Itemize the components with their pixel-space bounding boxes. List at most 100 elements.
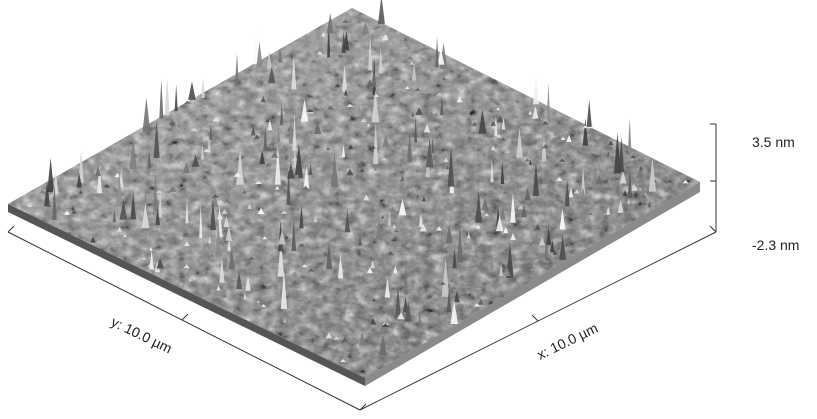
surface-peak — [503, 227, 509, 234]
surface-peak — [267, 118, 273, 131]
surface-peak — [393, 264, 398, 274]
surface-peak — [595, 175, 603, 185]
surface-peak — [341, 65, 348, 92]
surface-peak — [320, 348, 328, 352]
surface-peak — [606, 206, 611, 215]
surface-peak — [387, 210, 392, 226]
surface-peak — [341, 144, 346, 158]
surface-peak — [228, 248, 235, 270]
surface-peak — [492, 123, 496, 130]
surface-peak — [500, 161, 505, 185]
surface-peak — [481, 197, 489, 211]
surface-peak — [346, 103, 354, 107]
surface-peak — [639, 165, 643, 171]
surface-peak — [242, 256, 247, 262]
surface-peak — [456, 96, 463, 103]
surface-peak — [168, 186, 177, 192]
surface-peak — [490, 121, 497, 127]
surface-peak — [546, 226, 552, 245]
surface-peak — [429, 111, 434, 116]
surface-peak — [622, 190, 628, 196]
surface-peak — [564, 179, 570, 207]
surface-peak — [613, 132, 621, 174]
surface-peak — [325, 146, 331, 150]
surface-peak — [279, 156, 288, 168]
surface-peak — [336, 167, 342, 171]
surface-peak — [350, 32, 354, 42]
surface-peak — [183, 100, 191, 104]
surface-peak — [313, 214, 318, 223]
surface-peak — [223, 216, 230, 228]
surface-peak — [524, 158, 530, 162]
surface-texture — [8, 8, 700, 378]
surface-peak — [423, 124, 431, 133]
surface-peak — [568, 187, 574, 198]
surface-peak — [558, 158, 566, 162]
surface-peak — [369, 317, 377, 325]
surface-right-wall — [365, 182, 700, 386]
surface-peak — [516, 127, 523, 158]
surface-peak — [39, 189, 46, 194]
surface-peak — [78, 149, 84, 183]
surface-peak — [259, 149, 266, 165]
surface-peak — [184, 241, 190, 246]
surface-peaks — [27, 0, 689, 362]
surface-peak — [325, 70, 333, 74]
surface-peak — [559, 208, 566, 230]
z-axis-min-label: -2.3 nm — [752, 237, 799, 253]
surface-peak — [379, 250, 385, 266]
surface-peak — [284, 235, 289, 239]
surface-peak — [209, 253, 215, 257]
surface-peak — [542, 121, 549, 125]
surface-peak — [230, 267, 237, 273]
surface-peak — [496, 133, 502, 138]
surface-peak — [396, 312, 405, 320]
surface-peak — [326, 12, 334, 34]
surface-peak — [606, 151, 610, 157]
surface-peak — [46, 202, 52, 207]
surface-peak — [306, 108, 314, 113]
surface-peak — [182, 161, 190, 174]
surface-peak — [153, 170, 158, 212]
surface-peak — [422, 284, 428, 288]
surface-peak — [132, 153, 139, 158]
surface-peak — [403, 262, 408, 295]
surface-peak — [191, 154, 200, 167]
surface-peak — [277, 47, 283, 63]
surface-peak — [361, 22, 370, 35]
surface-peak — [414, 116, 418, 143]
surface-peak — [330, 153, 339, 188]
surface-peak — [559, 234, 567, 260]
surface-peak — [371, 89, 380, 123]
surface-peak — [341, 31, 347, 54]
surface-peak — [247, 256, 256, 260]
surface-peak — [216, 285, 221, 291]
surface-peak — [183, 264, 190, 269]
surface-peak — [425, 138, 434, 168]
surface-peak — [399, 174, 405, 182]
surface-peak — [225, 226, 233, 241]
surface-peak — [474, 254, 479, 258]
surface-peak — [346, 168, 354, 176]
surface-peak — [156, 258, 164, 269]
surface-peak — [441, 257, 450, 297]
surface-peak — [417, 308, 422, 327]
surface-peak — [582, 118, 589, 146]
surface-peak — [398, 198, 407, 216]
y-axis-tick — [181, 313, 189, 321]
surface-peak — [475, 225, 481, 229]
surface-peak — [373, 122, 379, 164]
surface-peak — [407, 129, 413, 163]
surface-peak — [203, 148, 210, 152]
surface-peak — [232, 118, 239, 122]
surface-peak — [332, 336, 340, 340]
surface-peak — [648, 157, 657, 192]
surface-peak — [411, 111, 415, 117]
surface-peak — [539, 165, 543, 169]
surface-peak — [382, 133, 390, 147]
surface-peak — [149, 246, 153, 251]
surface-peak — [263, 268, 270, 274]
surface-peak — [119, 199, 128, 220]
surface-peak — [347, 352, 353, 358]
surface-peak — [63, 211, 71, 215]
